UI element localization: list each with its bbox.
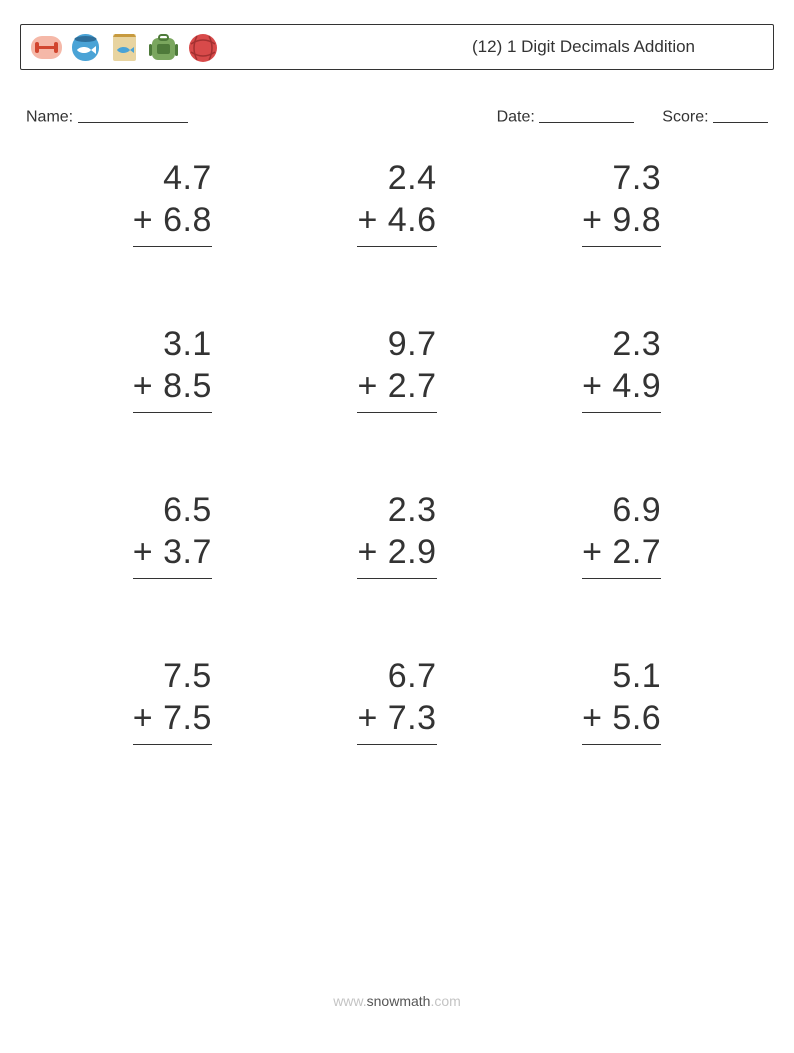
footer-mid: snowmath: [367, 993, 431, 1009]
addend-bottom: + 9.8: [582, 199, 661, 242]
name-field: Name:: [26, 104, 188, 127]
problem-inner: 6.7+ 7.3: [357, 655, 436, 745]
addend-top: 5.1: [582, 655, 661, 698]
addend-top: 9.7: [357, 323, 436, 366]
problem: 2.3+ 2.9: [285, 489, 510, 579]
problem-rule: [582, 246, 661, 247]
addend-top: 2.3: [357, 489, 436, 532]
problem: 3.1+ 8.5: [60, 323, 285, 413]
problem-inner: 3.1+ 8.5: [133, 323, 212, 413]
problem: 9.7+ 2.7: [285, 323, 510, 413]
problem-rule: [582, 578, 661, 579]
addend-bottom: + 4.9: [582, 365, 661, 408]
problem: 2.4+ 4.6: [285, 157, 510, 247]
sardine-can-icon: [107, 30, 142, 65]
problem-inner: 6.5+ 3.7: [133, 489, 212, 579]
backpack-icon: [146, 30, 181, 65]
problems-grid: 4.7+ 6.8 2.4+ 4.6 7.3+ 9.8 3.1+ 8.5 9.7+…: [20, 157, 774, 745]
problem-inner: 9.7+ 2.7: [357, 323, 436, 413]
addend-top: 6.7: [357, 655, 436, 698]
problem-inner: 2.4+ 4.6: [357, 157, 436, 247]
problem-rule: [133, 578, 212, 579]
problem-rule: [582, 744, 661, 745]
problem-inner: 2.3+ 2.9: [357, 489, 436, 579]
problem-rule: [133, 412, 212, 413]
addend-top: 7.3: [582, 157, 661, 200]
problem: 4.7+ 6.8: [60, 157, 285, 247]
problem-inner: 7.5+ 7.5: [133, 655, 212, 745]
addend-top: 7.5: [133, 655, 212, 698]
header-box: (12) 1 Digit Decimals Addition: [20, 24, 774, 70]
problem-rule: [357, 578, 436, 579]
date-label: Date:: [497, 109, 535, 126]
problem: 7.5+ 7.5: [60, 655, 285, 745]
addend-bottom: + 2.9: [357, 531, 436, 574]
addend-bottom: + 2.7: [357, 365, 436, 408]
problem-inner: 2.3+ 4.9: [582, 323, 661, 413]
addend-top: 2.3: [582, 323, 661, 366]
score-blank[interactable]: [713, 105, 768, 123]
meta-row: Name: Date: Score:: [20, 104, 774, 127]
problem-rule: [357, 412, 436, 413]
name-blank[interactable]: [78, 105, 188, 123]
problem-rule: [357, 246, 436, 247]
addend-top: 4.7: [133, 157, 212, 200]
addend-bottom: + 2.7: [582, 531, 661, 574]
addend-top: 2.4: [357, 157, 436, 200]
addend-top: 3.1: [133, 323, 212, 366]
problem: 6.5+ 3.7: [60, 489, 285, 579]
header-icons: [29, 30, 220, 65]
problem-inner: 4.7+ 6.8: [133, 157, 212, 247]
problem-inner: 5.1+ 5.6: [582, 655, 661, 745]
date-field: Date:: [497, 104, 635, 127]
addend-bottom: + 4.6: [357, 199, 436, 242]
worksheet-title: (12) 1 Digit Decimals Addition: [472, 37, 755, 57]
addend-bottom: + 6.8: [133, 199, 212, 242]
addend-bottom: + 8.5: [133, 365, 212, 408]
problem-inner: 7.3+ 9.8: [582, 157, 661, 247]
fish-can-icon: [68, 30, 103, 65]
footer-prefix: www.: [333, 993, 366, 1009]
problem: 5.1+ 5.6: [509, 655, 734, 745]
problem: 7.3+ 9.8: [509, 157, 734, 247]
addend-bottom: + 7.3: [357, 697, 436, 740]
problem-inner: 6.9+ 2.7: [582, 489, 661, 579]
addend-bottom: + 5.6: [582, 697, 661, 740]
date-blank[interactable]: [539, 105, 634, 123]
problem-rule: [133, 246, 212, 247]
score-label: Score:: [662, 109, 708, 126]
problem: 6.7+ 7.3: [285, 655, 510, 745]
problem-rule: [357, 744, 436, 745]
footer-suffix: .com: [430, 993, 460, 1009]
problem-rule: [582, 412, 661, 413]
problem: 2.3+ 4.9: [509, 323, 734, 413]
addend-bottom: + 7.5: [133, 697, 212, 740]
name-label: Name:: [26, 109, 73, 126]
footer-url: www.snowmath.com: [0, 993, 794, 1009]
problem: 6.9+ 2.7: [509, 489, 734, 579]
dumbbell-icon: [29, 30, 64, 65]
addend-top: 6.5: [133, 489, 212, 532]
addend-bottom: + 3.7: [133, 531, 212, 574]
problem-rule: [133, 744, 212, 745]
score-field: Score:: [662, 104, 768, 127]
worksheet-page: (12) 1 Digit Decimals Addition Name: Dat…: [0, 0, 794, 1053]
yarn-ball-icon: [185, 30, 220, 65]
addend-top: 6.9: [582, 489, 661, 532]
